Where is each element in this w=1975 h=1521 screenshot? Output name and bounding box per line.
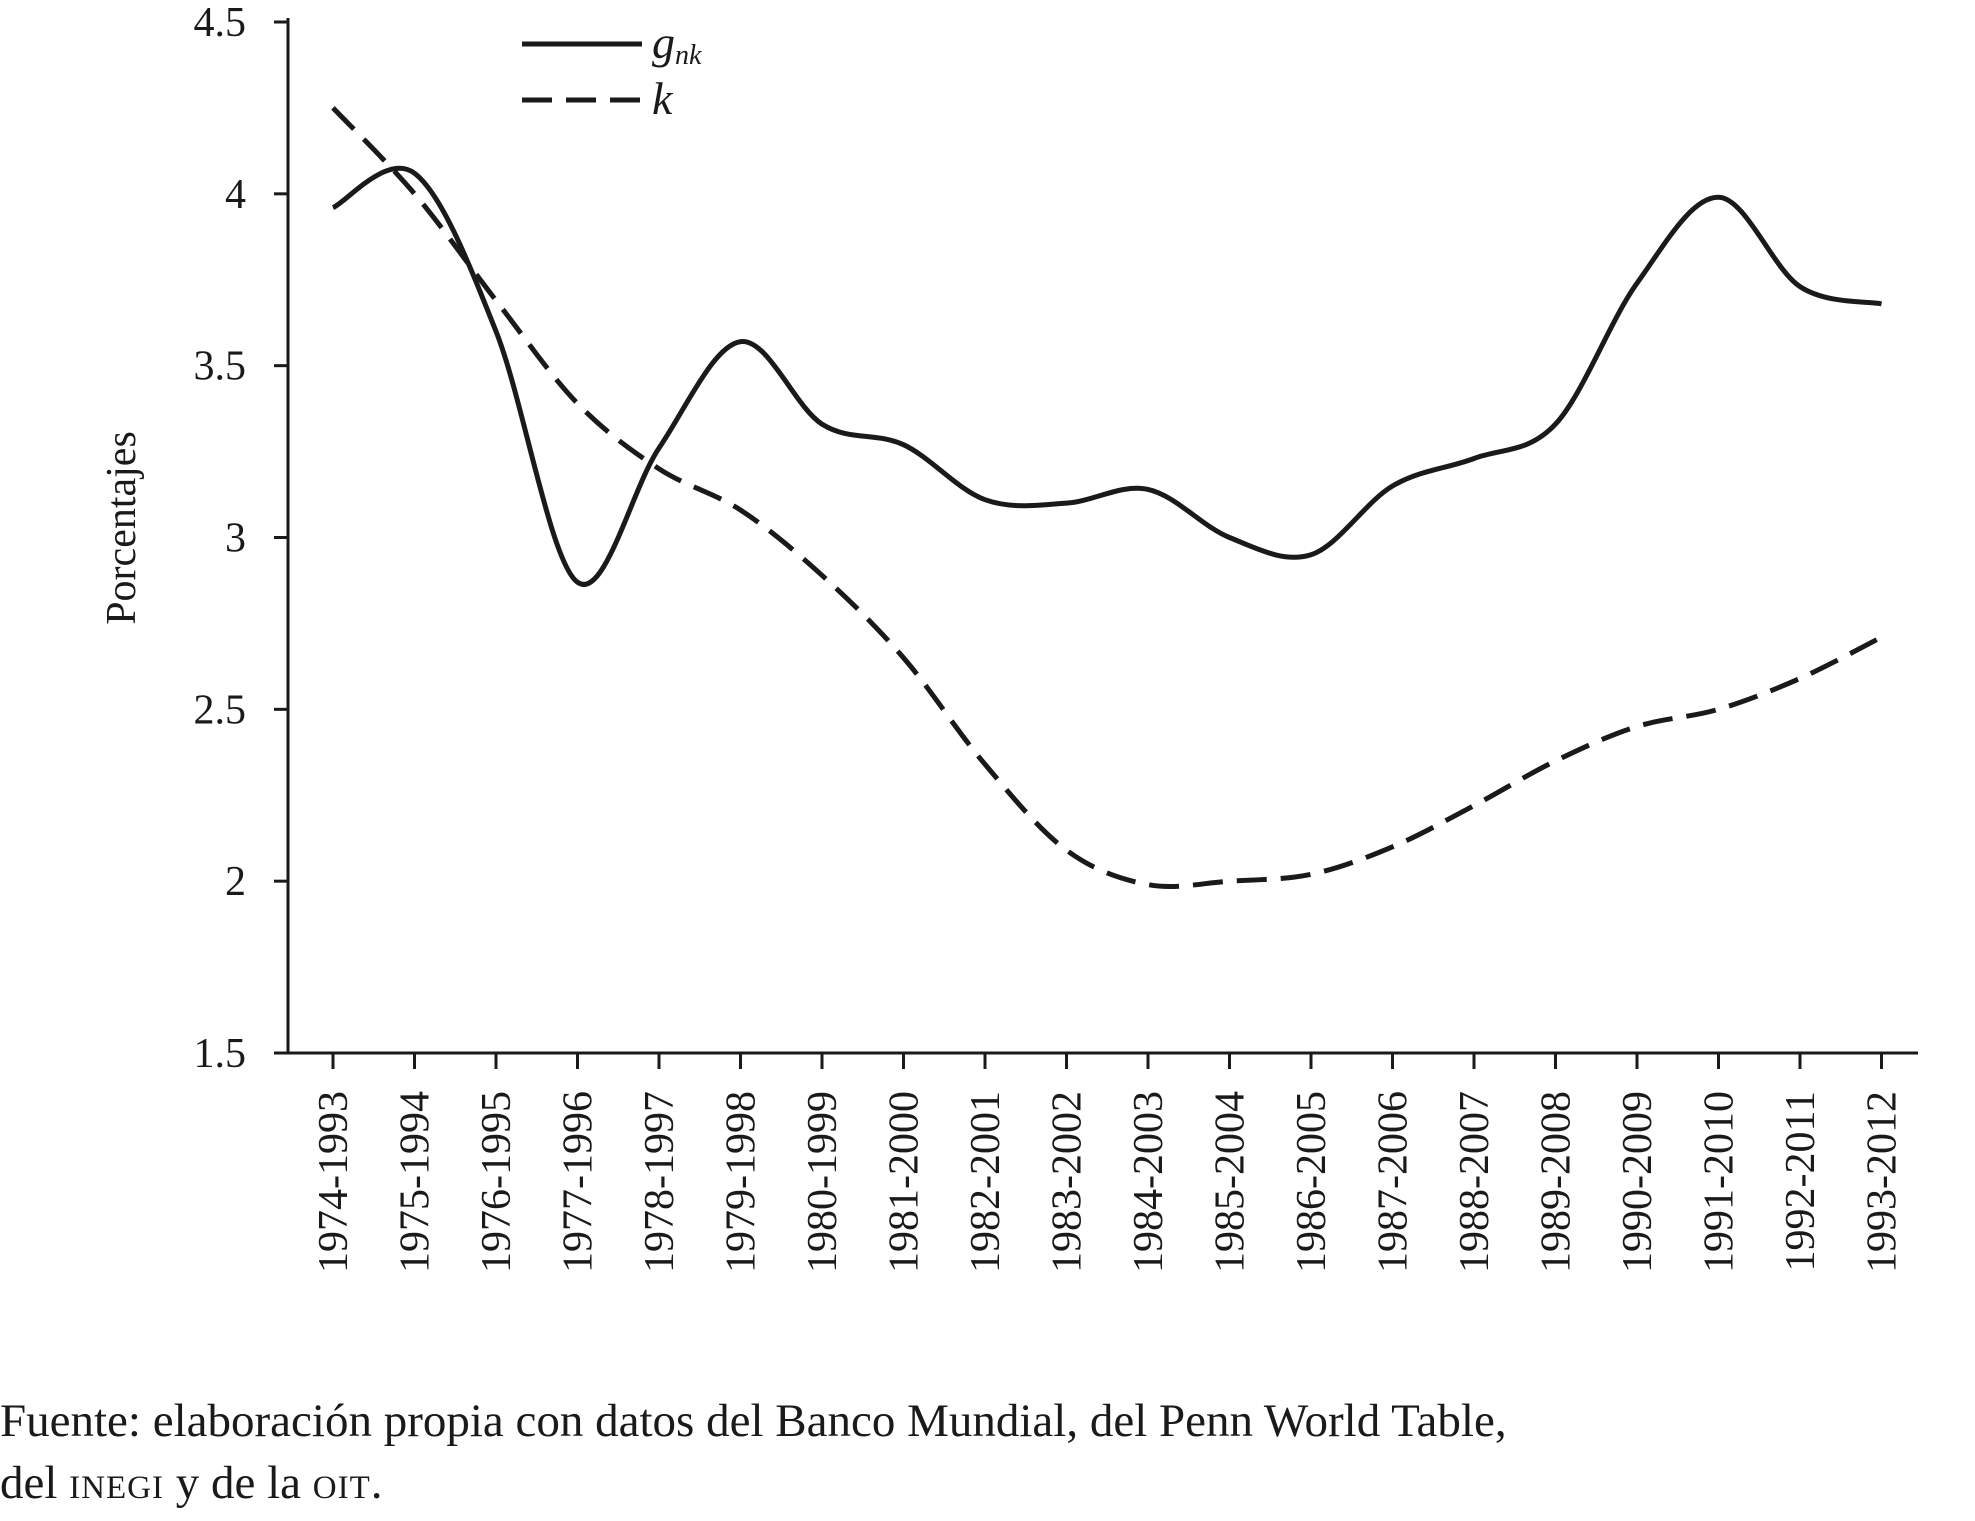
source-note-oit: OIT	[312, 1457, 371, 1509]
x-tick-label: 1990-2009	[1615, 1091, 1661, 1273]
series-line-gnk	[331, 165, 1883, 587]
x-tick-label: 1983-2002	[1045, 1091, 1091, 1273]
x-tick-label: 1979-1998	[719, 1091, 765, 1273]
x-tick-label: 1984-2003	[1126, 1091, 1172, 1273]
source-note: Fuente: elaboración propia con datos del…	[0, 1390, 1975, 1514]
y-tick-label: 4.5	[194, 0, 247, 46]
y-tick-label: 1.5	[194, 1031, 247, 1077]
y-tick-label: 2	[225, 859, 246, 905]
x-tick-label: 1981-2000	[882, 1091, 928, 1273]
y-tick-label: 4	[225, 172, 246, 218]
source-note-suffix: .	[370, 1457, 383, 1509]
y-tick-label: 3	[225, 516, 246, 562]
x-tick-label: 1985-2004	[1208, 1091, 1254, 1273]
x-tick-label: 1993-2012	[1860, 1091, 1906, 1273]
x-tick-label: 1987-2006	[1371, 1091, 1417, 1273]
x-tick-label: 1978-1997	[637, 1091, 683, 1273]
y-tick-label: 2.5	[194, 687, 247, 733]
x-tick-label: 1989-2008	[1534, 1091, 1580, 1273]
series-line-k	[331, 106, 1883, 889]
x-tick-label: 1992-2011	[1778, 1091, 1824, 1271]
y-tick-label: 3.5	[194, 344, 247, 390]
source-note-line-1: Fuente: elaboración propia con datos del…	[0, 1395, 1507, 1447]
legend-label-k: k	[652, 73, 674, 124]
line-chart: 4.5 4 3.5 3 2.5 2 1.5 1974-1993 1975-1994 1976-1…	[99, 0, 1918, 1273]
legend-label-gnk: gnk	[652, 17, 702, 71]
y-axis-ticks: 4.5 4 3.5 3 2.5 2 1.5	[194, 0, 288, 1077]
legend-subscript: nk	[675, 40, 702, 71]
source-note-inegi: INEGI	[69, 1457, 164, 1509]
x-tick-label: 1976-1995	[474, 1091, 520, 1273]
x-tick-label: 1982-2001	[963, 1091, 1009, 1273]
x-tick-label: 1988-2007	[1452, 1091, 1498, 1273]
x-tick-label: 1975-1994	[393, 1091, 439, 1273]
x-tick-label: 1991-2010	[1697, 1091, 1743, 1273]
x-tick-label: 1974-1993	[311, 1091, 357, 1273]
x-tick-label: 1977-1996	[556, 1091, 602, 1273]
x-axis-ticks: 1974-1993 1975-1994 1976-1995 1977-1996 1978…	[311, 1053, 1906, 1273]
chart-axes	[286, 18, 1918, 1055]
x-tick-label: 1980-1999	[800, 1091, 846, 1273]
chart-series	[331, 106, 1883, 889]
y-axis-title: Porcentajes	[99, 431, 145, 625]
source-note-line-2: del INEGI y de la OIT.	[0, 1452, 1975, 1514]
source-note-prefix: del	[0, 1457, 70, 1509]
source-note-mid: y de la	[163, 1457, 313, 1509]
x-tick-label: 1986-2005	[1289, 1091, 1335, 1273]
